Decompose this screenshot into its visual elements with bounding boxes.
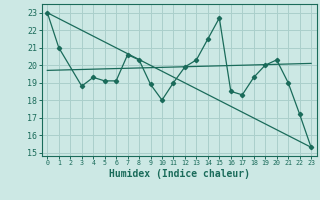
X-axis label: Humidex (Indice chaleur): Humidex (Indice chaleur) [109,169,250,179]
